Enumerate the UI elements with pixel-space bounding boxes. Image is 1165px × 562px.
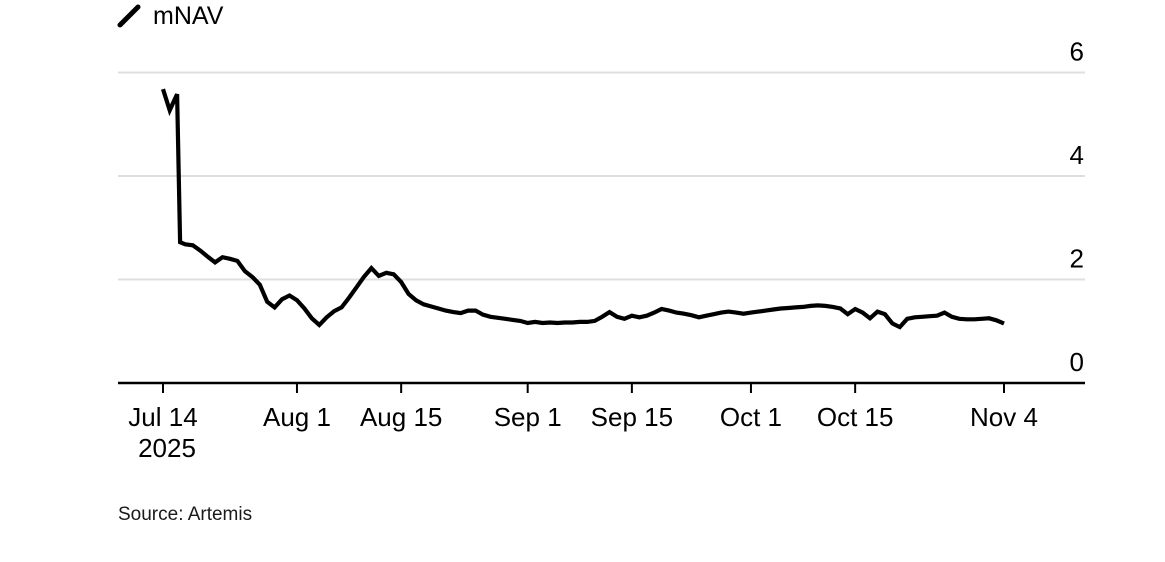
mnav-line-series xyxy=(160,88,1005,330)
y-axis-label: 0 xyxy=(1070,347,1084,377)
x-axis-label: Aug 1 xyxy=(263,402,331,432)
y-axis-label: 6 xyxy=(1070,37,1084,67)
x-axis-label-year: 2025 xyxy=(138,433,196,463)
x-axis-label: Oct 1 xyxy=(720,402,782,432)
legend-label: mNAV xyxy=(153,1,224,30)
x-axis-label: Oct 15 xyxy=(817,402,894,432)
chart-legend: mNAV xyxy=(116,3,223,29)
x-axis-label: Jul 14 xyxy=(128,402,197,432)
x-axis-label: Sep 1 xyxy=(494,402,562,432)
y-axis-label: 2 xyxy=(1070,244,1084,274)
x-axis-label: Aug 15 xyxy=(360,402,442,432)
x-axis-label: Nov 4 xyxy=(970,402,1038,432)
line-series-icon xyxy=(117,4,141,28)
y-axis-label: 4 xyxy=(1070,140,1084,170)
source-note: Source: Artemis xyxy=(118,504,253,525)
x-axis-label: Sep 15 xyxy=(591,402,673,432)
